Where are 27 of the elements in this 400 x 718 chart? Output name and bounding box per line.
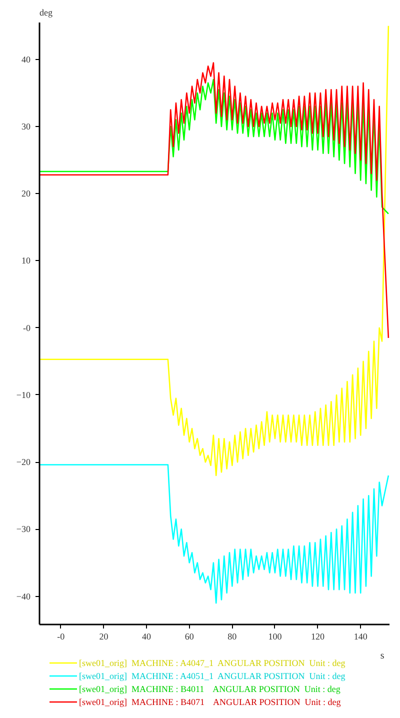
y-tick-label: −10 — [16, 390, 31, 400]
y-tick-label: 40 — [22, 54, 31, 64]
legend-label: [swe01_orig] MACHINE : A4051_1 ANGULAR POSITION Unit : deg — [79, 670, 346, 681]
x-tick-label: 20 — [99, 632, 109, 642]
line-series — [40, 78, 390, 214]
x-tick-label: 100 — [268, 632, 282, 642]
y-tick-label: 10 — [22, 256, 31, 266]
x-tick-label: -0 — [57, 632, 66, 642]
y-tick-label: 20 — [22, 188, 31, 199]
x-tick-label: 120 — [311, 632, 326, 642]
x-tick-label: 140 — [354, 632, 368, 642]
line-series — [40, 25, 390, 476]
x-tick-label: 40 — [142, 632, 152, 642]
y-tick-label: −20 — [16, 457, 31, 468]
y-tick-label: -0 — [23, 322, 31, 333]
legend-label: [swe01_orig] MACHINE : B4071 ANGULAR POSITION Unit : deg — [79, 696, 341, 707]
y-tick-label: −30 — [16, 524, 31, 534]
y-tick-label: −40 — [16, 591, 31, 602]
line-series — [40, 464, 390, 604]
legend-label: [swe01_orig] MACHINE : B4011 ANGULAR POSITION Unit : deg — [79, 683, 340, 694]
x-axis-title: s — [380, 650, 384, 662]
y-tick-label: 30 — [22, 122, 31, 132]
line-series — [40, 62, 390, 339]
x-tick-label: 80 — [228, 632, 238, 642]
legend-label: [swe01_orig] MACHINE : A4047_1 ANGULAR POSITION Unit : deg — [79, 657, 346, 668]
x-tick-label: 60 — [184, 632, 194, 642]
y-axis-title: deg — [40, 8, 53, 18]
